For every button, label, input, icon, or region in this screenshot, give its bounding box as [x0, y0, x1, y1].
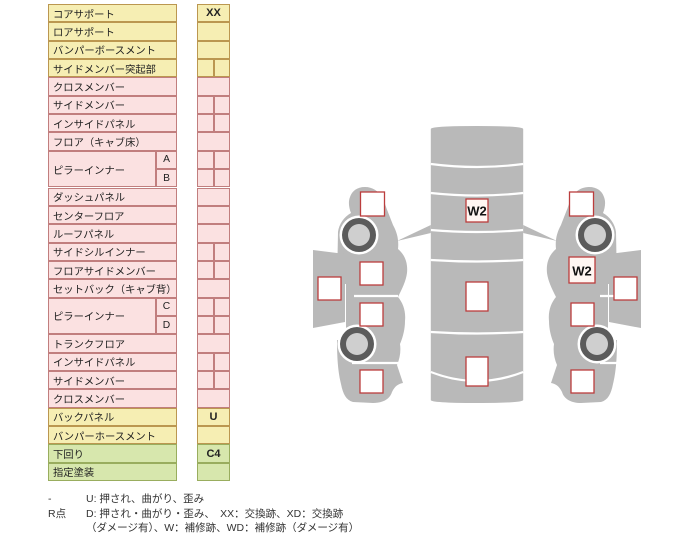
svg-text:W2: W2: [467, 204, 487, 219]
svg-text:W2: W2: [572, 264, 592, 279]
